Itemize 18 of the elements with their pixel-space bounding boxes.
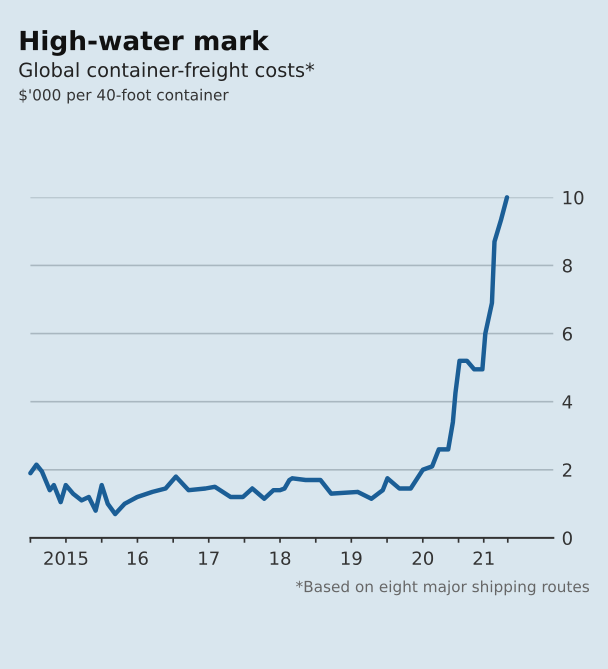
text: *Based on eight major shipping routes <box>296 580 590 596</box>
y-tick-label: 8 <box>562 258 572 273</box>
y-tick-label: 0 <box>562 531 572 545</box>
x-tick-label: 21 <box>474 551 494 565</box>
y-tick-label: 2 <box>562 463 572 477</box>
x-tick-label: 2015 <box>44 551 88 566</box>
chart-title: High-water mark <box>20 30 270 56</box>
x-tick-label: 18 <box>270 551 290 566</box>
line-series <box>28 195 510 516</box>
x-tick-label: 16 <box>128 551 148 566</box>
y-tick-label: 10 <box>564 190 584 204</box>
chart-subtitle: Global container-freight costs* <box>19 62 314 81</box>
x-tick-label: 19 <box>342 551 362 566</box>
y-tick-label: 6 <box>562 327 572 341</box>
y-tick-label: 4 <box>562 395 572 409</box>
text: $'000 per 40-foot container <box>20 88 229 104</box>
x-tick-label: 17 <box>199 552 219 565</box>
x-tick-label: 20 <box>412 551 434 566</box>
